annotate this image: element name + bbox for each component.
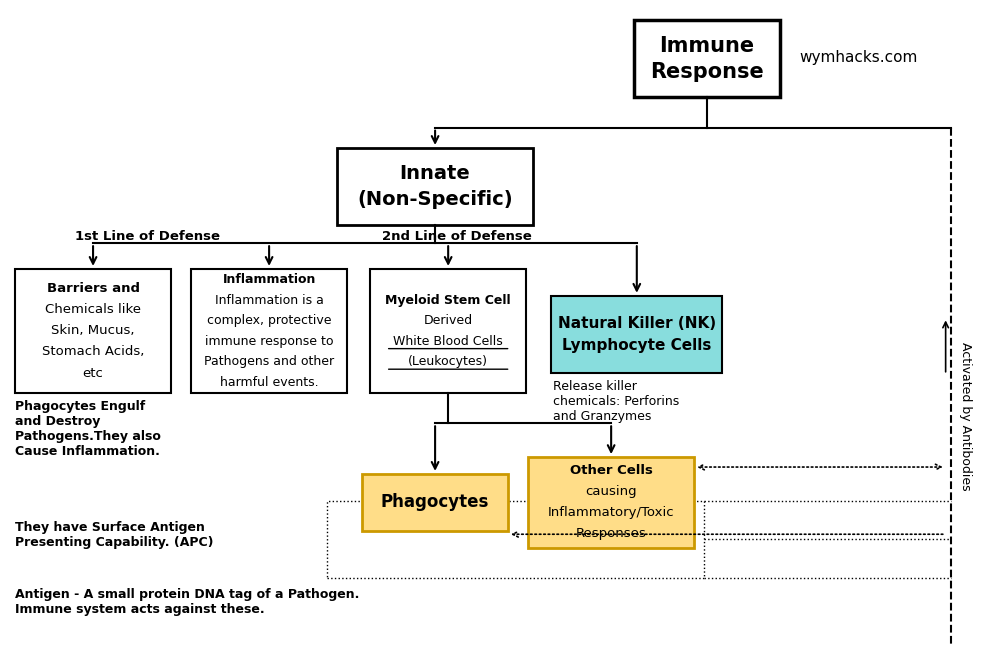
Text: Response: Response bbox=[650, 62, 764, 82]
FancyBboxPatch shape bbox=[551, 296, 722, 373]
Text: Immune: Immune bbox=[659, 36, 754, 56]
FancyBboxPatch shape bbox=[191, 269, 347, 393]
FancyBboxPatch shape bbox=[634, 20, 780, 97]
Text: etc: etc bbox=[82, 366, 104, 380]
Text: Myeloid Stem Cell: Myeloid Stem Cell bbox=[385, 294, 511, 306]
Text: Inflammation is a: Inflammation is a bbox=[214, 294, 324, 306]
FancyBboxPatch shape bbox=[362, 474, 508, 531]
Text: Phagocytes: Phagocytes bbox=[381, 493, 489, 511]
Text: White Blood Cells: White Blood Cells bbox=[393, 335, 503, 347]
Text: Responses: Responses bbox=[575, 528, 647, 540]
Text: Release killer
chemicals: Perforins
and Granzymes: Release killer chemicals: Perforins and … bbox=[553, 380, 679, 423]
Text: Phagocytes Engulf
and Destroy
Pathogens.They also
Cause Inflammation.: Phagocytes Engulf and Destroy Pathogens.… bbox=[15, 400, 161, 458]
Text: Innate: Innate bbox=[399, 165, 471, 183]
Text: causing: causing bbox=[585, 485, 637, 499]
Text: Inflammatory/Toxic: Inflammatory/Toxic bbox=[548, 506, 674, 519]
Text: (Non-Specific): (Non-Specific) bbox=[357, 190, 513, 208]
FancyBboxPatch shape bbox=[370, 269, 526, 393]
Text: Derived: Derived bbox=[424, 314, 473, 327]
FancyBboxPatch shape bbox=[528, 457, 694, 548]
Text: (Leukocytes): (Leukocytes) bbox=[408, 355, 488, 368]
Text: Inflammation: Inflammation bbox=[222, 273, 316, 286]
Text: Stomach Acids,: Stomach Acids, bbox=[42, 345, 144, 358]
Text: Lymphocyte Cells: Lymphocyte Cells bbox=[562, 338, 711, 353]
Text: complex, protective: complex, protective bbox=[207, 314, 331, 327]
FancyBboxPatch shape bbox=[337, 148, 533, 225]
Text: Skin, Mucus,: Skin, Mucus, bbox=[51, 325, 135, 337]
Text: 2nd Line of Defense: 2nd Line of Defense bbox=[382, 230, 532, 243]
Text: Activated by Antibodies: Activated by Antibodies bbox=[960, 342, 972, 491]
Text: 1st Line of Defense: 1st Line of Defense bbox=[75, 230, 220, 243]
Text: Other Cells: Other Cells bbox=[569, 464, 653, 477]
Text: Antigen - A small protein DNA tag of a Pathogen.
Immune system acts against thes: Antigen - A small protein DNA tag of a P… bbox=[15, 588, 359, 616]
FancyBboxPatch shape bbox=[15, 269, 171, 393]
Text: wymhacks.com: wymhacks.com bbox=[800, 50, 918, 65]
Text: immune response to: immune response to bbox=[205, 335, 333, 347]
Text: Natural Killer (NK): Natural Killer (NK) bbox=[557, 316, 716, 331]
Text: Chemicals like: Chemicals like bbox=[45, 304, 141, 317]
Text: Barriers and: Barriers and bbox=[46, 282, 140, 296]
Text: Pathogens and other: Pathogens and other bbox=[204, 355, 334, 368]
Bar bbox=[327, 501, 704, 578]
Text: They have Surface Antigen
Presenting Capability. (APC): They have Surface Antigen Presenting Cap… bbox=[15, 521, 213, 549]
Text: harmful events.: harmful events. bbox=[219, 376, 319, 389]
